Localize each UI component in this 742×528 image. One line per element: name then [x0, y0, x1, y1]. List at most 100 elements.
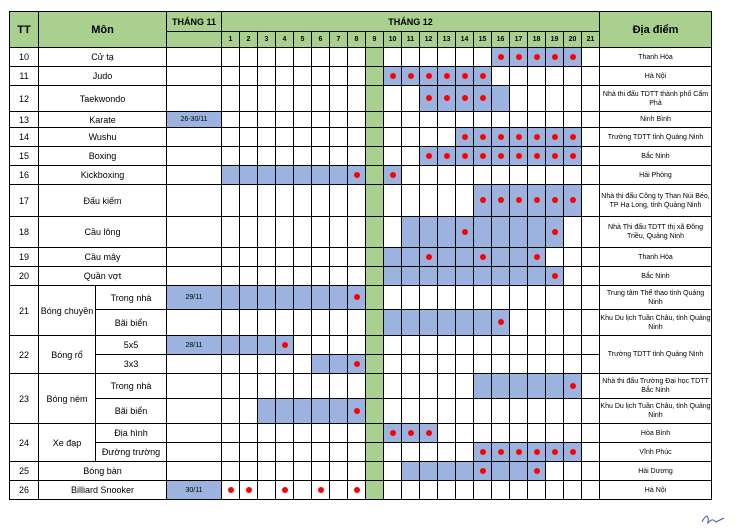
- day-cell: [581, 184, 600, 217]
- day-cell: [491, 85, 510, 112]
- day-cell: [455, 442, 474, 462]
- competition-day-marker: [569, 53, 576, 60]
- november-dates: [166, 398, 222, 424]
- day-cell: [401, 85, 420, 112]
- day-cell: [311, 335, 330, 355]
- table-row: 22 Bóng rổ 5x5 28/11 Trường TDTT tỉnh Quảng …: [9, 335, 712, 374]
- day-header-7: 7: [329, 31, 348, 48]
- competition-day-marker: [515, 53, 522, 60]
- day-cell: [293, 127, 312, 147]
- day-cell: [383, 66, 402, 86]
- day-cell: [221, 66, 240, 86]
- day-cell: [311, 373, 330, 399]
- competition-day-marker: [425, 152, 432, 159]
- day-cell: [221, 442, 240, 462]
- day-cell: [545, 309, 564, 336]
- day-cell: [347, 247, 366, 267]
- day-cell: [527, 146, 546, 166]
- day-cell: [365, 442, 384, 462]
- november-dates: [166, 47, 222, 67]
- day-cell: [455, 285, 474, 310]
- day-cell: [257, 373, 276, 399]
- day-cell: [419, 398, 438, 424]
- table-row: 14 Wushu Trường TDTT tỉnh Quảng Ninh: [9, 127, 712, 147]
- day-cell: [581, 127, 600, 147]
- competition-day-marker: [497, 448, 504, 455]
- day-cell: [383, 165, 402, 185]
- sport-name: Karate: [38, 111, 167, 128]
- day-cell: [293, 85, 312, 112]
- competition-day-marker: [479, 152, 486, 159]
- row-number: 25: [9, 461, 39, 481]
- competition-day-marker: [551, 152, 558, 159]
- competition-day-marker: [353, 171, 360, 178]
- day-cell: [311, 66, 330, 86]
- day-cell: [563, 423, 582, 443]
- day-cell: [419, 47, 438, 67]
- sport-name: Bóng ném: [38, 373, 96, 424]
- day-cell: [401, 309, 420, 336]
- sport-name: Taekwondo: [38, 85, 167, 112]
- competition-day-marker: [389, 171, 396, 178]
- november-dates: [166, 247, 222, 267]
- day-cell: [329, 373, 348, 399]
- day-cell: [365, 146, 384, 166]
- day-cell: [221, 111, 240, 128]
- day-cell: [329, 285, 348, 310]
- day-cell: [329, 423, 348, 443]
- day-cell: [401, 127, 420, 147]
- day-cell: [527, 85, 546, 112]
- day-cell: [293, 373, 312, 399]
- row-number: 21: [9, 285, 39, 336]
- day-cell: [455, 247, 474, 267]
- day-cell: [545, 285, 564, 310]
- day-cell: [293, 111, 312, 128]
- day-cell: [527, 247, 546, 267]
- competition-day-marker: [479, 197, 486, 204]
- day-header-2: 2: [239, 31, 258, 48]
- day-cell: [221, 373, 240, 399]
- competition-day-marker: [533, 152, 540, 159]
- day-cell: [239, 373, 258, 399]
- sport-name: Billiard Snooker: [38, 480, 167, 500]
- day-cell: [329, 247, 348, 267]
- competition-day-marker: [497, 197, 504, 204]
- november-dates: [166, 216, 222, 248]
- day-cell: [401, 285, 420, 310]
- day-cell: [365, 111, 384, 128]
- row-number: 12: [9, 85, 39, 112]
- day-cell: [437, 127, 456, 147]
- competition-day-marker: [443, 72, 450, 79]
- day-cell: [401, 216, 420, 248]
- location: Bắc Ninh: [599, 266, 712, 286]
- day-cell: [257, 47, 276, 67]
- day-cell: [401, 398, 420, 424]
- day-cell: [419, 66, 438, 86]
- day-cell: [239, 247, 258, 267]
- november-dates: [166, 127, 222, 147]
- day-cell: [239, 165, 258, 185]
- day-cell: [455, 266, 474, 286]
- table-row: 19 Cầu mây Thanh Hóa: [9, 247, 712, 267]
- competition-day-marker: [353, 294, 360, 301]
- day-cell: [473, 111, 492, 128]
- day-cell: [473, 480, 492, 500]
- day-cell: [365, 165, 384, 185]
- day-cell: [347, 165, 366, 185]
- day-cell: [419, 354, 438, 374]
- day-cell: [257, 165, 276, 185]
- day-cell: [455, 309, 474, 336]
- day-cell: [365, 184, 384, 217]
- day-cell: [347, 66, 366, 86]
- day-cell: [581, 461, 600, 481]
- day-cell: [239, 309, 258, 336]
- competition-day-marker: [551, 448, 558, 455]
- day-cell: [527, 111, 546, 128]
- day-cell: [383, 111, 402, 128]
- day-header-11: 11: [401, 31, 420, 48]
- day-cell: [347, 442, 366, 462]
- day-cell: [527, 266, 546, 286]
- day-cell: [437, 373, 456, 399]
- day-cell: [401, 480, 420, 500]
